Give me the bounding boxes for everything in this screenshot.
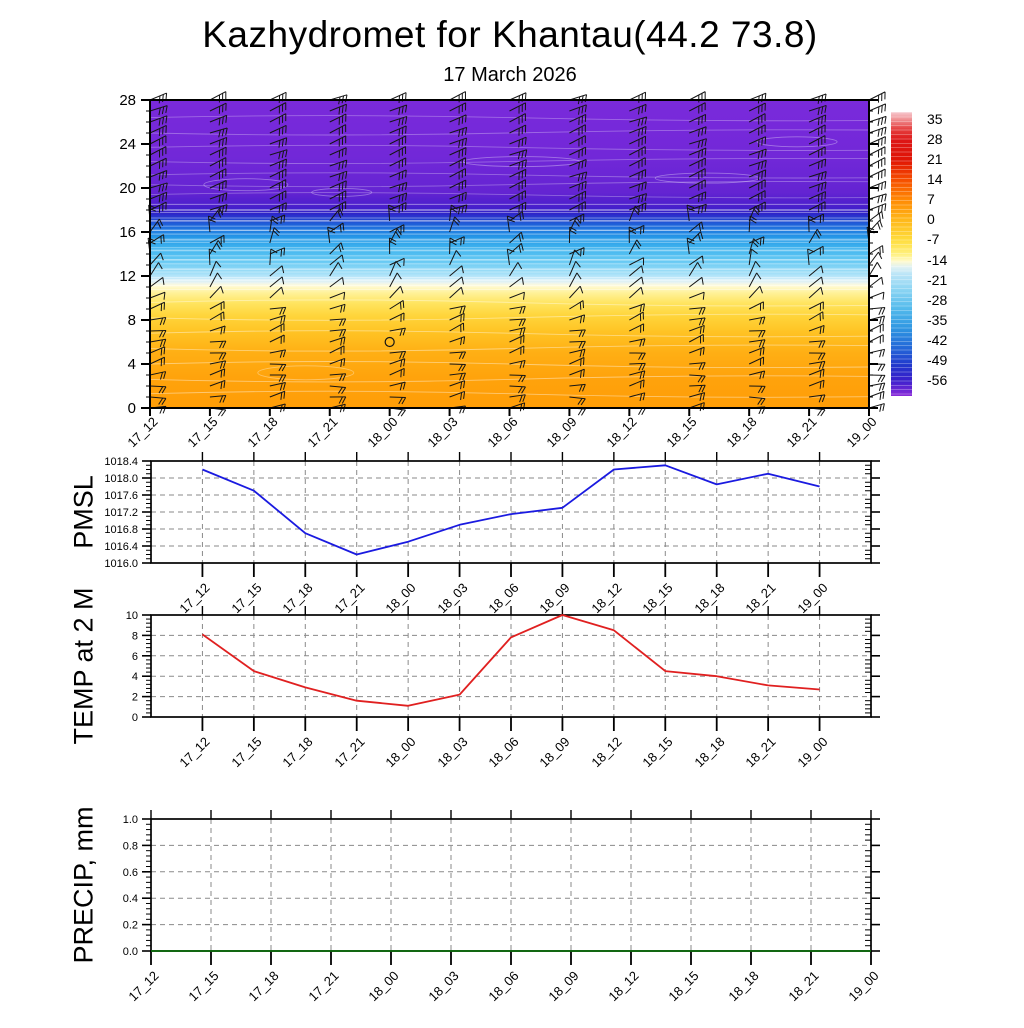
gridlines [151,819,871,951]
svg-text:1018.0: 1018.0 [104,473,138,485]
x-tick-label: 18_06 [462,968,522,1028]
svg-text:1017.2: 1017.2 [104,507,138,519]
svg-text:12: 12 [119,268,136,285]
x-tick-label: 18_09 [522,968,582,1028]
colorbar-tick-label: 28 [927,131,943,147]
svg-text:0.2: 0.2 [123,920,138,932]
x-tick-label: 18_18 [667,734,727,794]
x-tick-label: 17_12 [102,968,162,1028]
colorbar-tick-label: -56 [927,372,947,388]
svg-text:1017.6: 1017.6 [104,490,138,502]
page-subtitle: 17 March 2026 [0,64,1020,87]
x-tick-label: 18_00 [342,968,402,1028]
colorbar-tick-label: -21 [927,272,947,288]
svg-text:4: 4 [132,671,138,683]
precip-y-labels: 0.0 0.2 0.4 0.6 0.8 1.0 [123,814,138,958]
svg-text:24: 24 [119,136,136,153]
x-tick-label: 17_21 [282,968,342,1028]
colorbar-tick-label: 21 [927,151,943,167]
cross-y-labels: 0 4 8 12 16 20 24 28 [119,92,136,417]
svg-text:10: 10 [126,610,138,622]
svg-text:8: 8 [132,630,138,642]
x-tick-label: 18_00 [359,734,419,794]
colorbar-tick-label: -49 [927,352,947,368]
x-tick-label: 17_15 [162,968,222,1028]
svg-text:8: 8 [128,312,136,329]
colorbar-tick-label: -7 [927,231,939,247]
gridlines [151,461,871,563]
x-tick-label: 18_21 [719,734,779,794]
x-tick-label: 17_18 [222,968,282,1028]
svg-text:2: 2 [132,692,138,704]
x-tick-label: 18_03 [402,968,462,1028]
svg-text:0: 0 [128,400,136,417]
svg-text:0: 0 [132,712,138,724]
colorbar-tick-label: -14 [927,252,947,268]
temp-axis-title: TEMP at 2 M [69,587,100,744]
precip-axis-title: PRECIP, mm [69,806,100,963]
colorbar-tick-label: 35 [927,111,943,127]
temp-y-labels: 0 2 4 6 8 10 [126,610,138,724]
svg-text:1016.0: 1016.0 [104,558,138,570]
colorbar-tick-label: 14 [927,171,943,187]
svg-text:4: 4 [128,356,136,373]
x-tick-label: 17_18 [256,734,316,794]
x-tick-label: 19_00 [770,734,830,794]
colorbar-tick-label: 7 [927,191,935,207]
x-tick-label: 18_12 [582,968,642,1028]
svg-text:20: 20 [119,180,136,197]
pmsl-axis-title: PMSL [69,475,100,549]
svg-text:1.0: 1.0 [123,814,138,826]
colorbar-tick-label: 0 [927,211,935,227]
x-tick-label: 19_00 [822,968,882,1028]
svg-text:6: 6 [132,651,138,663]
colorbar-tick-label: -42 [927,332,947,348]
x-tick-label: 18_18 [702,968,762,1028]
svg-text:0.8: 0.8 [123,840,138,852]
x-tick-label: 18_15 [642,968,702,1028]
svg-text:16: 16 [119,224,136,241]
page-title: Kazhydromet for Khantau(44.2 73.8) [0,14,1020,56]
chart-canvas: 1016.01016.41016.81017.21017.61018.01018… [151,461,871,563]
x-tick-label: 18_03 [410,734,470,794]
chart-canvas: 0.00.20.40.60.81.0 [151,819,871,951]
colorbar-tick-label: -28 [927,292,947,308]
svg-text:1016.8: 1016.8 [104,524,138,536]
svg-text:1016.4: 1016.4 [104,541,138,553]
svg-text:0.6: 0.6 [123,867,138,879]
x-tick-label: 18_12 [564,734,624,794]
svg-text:0.4: 0.4 [123,893,138,905]
svg-text:0.0: 0.0 [123,946,138,958]
svg-text:28: 28 [119,92,136,109]
colorbar-hairlines [891,112,912,396]
x-tick-label: 18_15 [616,734,676,794]
x-tick-label: 18_09 [513,734,573,794]
x-tick-label: 18_21 [762,968,822,1028]
x-tick-label: 17_21 [307,734,367,794]
panel-frame [142,810,880,965]
x-tick-label: 17_15 [204,734,264,794]
x-tick-label: 17_12 [153,734,213,794]
colorbar [891,112,912,396]
colorbar-tick-label: -35 [927,312,947,328]
x-tick-label: 18_06 [462,734,522,794]
